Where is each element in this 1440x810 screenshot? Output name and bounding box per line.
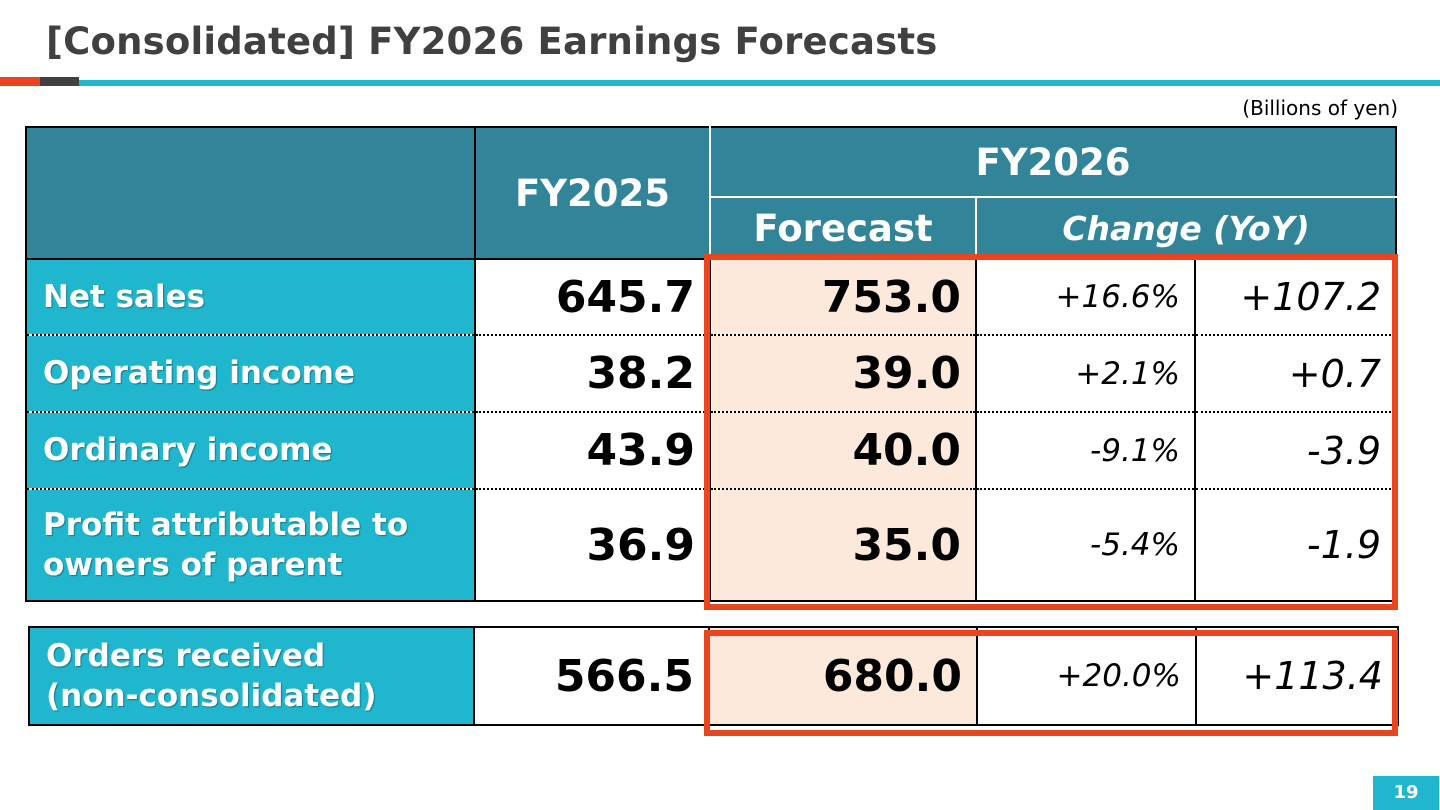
change-amount: +113.4 (1242, 654, 1383, 698)
fy2025-value: 566.5 (474, 627, 710, 725)
fy2025-value: 36.9 (475, 489, 711, 601)
row-label-net-sales: Net sales (26, 259, 476, 336)
row-label-line: owners of parent (43, 547, 343, 583)
table-row: Orders received (non-consolidated) 566.5… (29, 627, 1398, 725)
forecast-value: 753.0 (710, 259, 977, 336)
change-percent: +20.0% (977, 627, 1197, 725)
title-rule-accent (0, 77, 40, 86)
table-row: Operating income 38.2 39.0 +2.1% +0.7 (26, 335, 1397, 413)
fy2025-value: 43.9 (475, 412, 711, 490)
forecast-value: 680.0 (709, 627, 978, 725)
change-amount: +0.7 (1195, 335, 1397, 413)
header-fy2025: FY2025 (475, 127, 711, 260)
change-percent: -9.1% (976, 412, 1196, 490)
unit-note: (Billions of yen) (1242, 96, 1398, 120)
header-corner (26, 127, 476, 260)
change-amount: -1.9 (1306, 523, 1382, 567)
header-change: Change (YoY) (976, 197, 1397, 260)
header-forecast: Forecast (710, 197, 977, 260)
row-label-line: Profit attributable to (43, 506, 409, 543)
row-label-ordinary-income: Ordinary income (26, 412, 476, 490)
header-fy2026: FY2026 (710, 127, 1397, 198)
forecast-highlight-box (704, 254, 1398, 610)
forecast-value: 39.0 (710, 335, 977, 413)
row-label-line: (non-consolidated) (46, 678, 377, 714)
row-label-operating-income: Operating income (26, 335, 476, 413)
title-rule (79, 80, 1440, 86)
change-amount: -3.9 (1195, 412, 1397, 490)
change-percent: +2.1% (976, 335, 1196, 413)
table-row: Net sales 645.7 753.0 +16.6% +107.2 (26, 259, 1397, 336)
row-label-profit-attributable: Profit attributable to owners of parent (26, 489, 476, 601)
table-row: Profit attributable to owners of parent … (26, 489, 1396, 601)
row-label-line: Orders received (46, 637, 326, 674)
forecast-value: 40.0 (710, 412, 977, 490)
row-label-orders-received: Orders received (non-consolidated) (29, 627, 475, 725)
change-percent: -5.4% (976, 489, 1196, 601)
fy2025-value: 38.2 (475, 335, 711, 413)
page-number: 19 (1373, 776, 1439, 810)
change-amount: +107.2 (1195, 259, 1397, 336)
change-percent: +16.6% (976, 259, 1196, 336)
title-rule-dark (40, 77, 79, 86)
earnings-table: FY2025 FY2026 Forecast Change (YoY) Net … (25, 126, 1398, 602)
orders-table: Orders received (non-consolidated) 566.5… (28, 626, 1399, 726)
orders-highlight-box (704, 630, 1398, 736)
fy2025-value: 645.7 (475, 259, 711, 336)
forecast-value: 35.0 (710, 489, 977, 601)
table-row: Ordinary income 43.9 40.0 -9.1% -3.9 (26, 412, 1397, 490)
page-title: [Consolidated] FY2026 Earnings Forecasts (46, 20, 938, 63)
